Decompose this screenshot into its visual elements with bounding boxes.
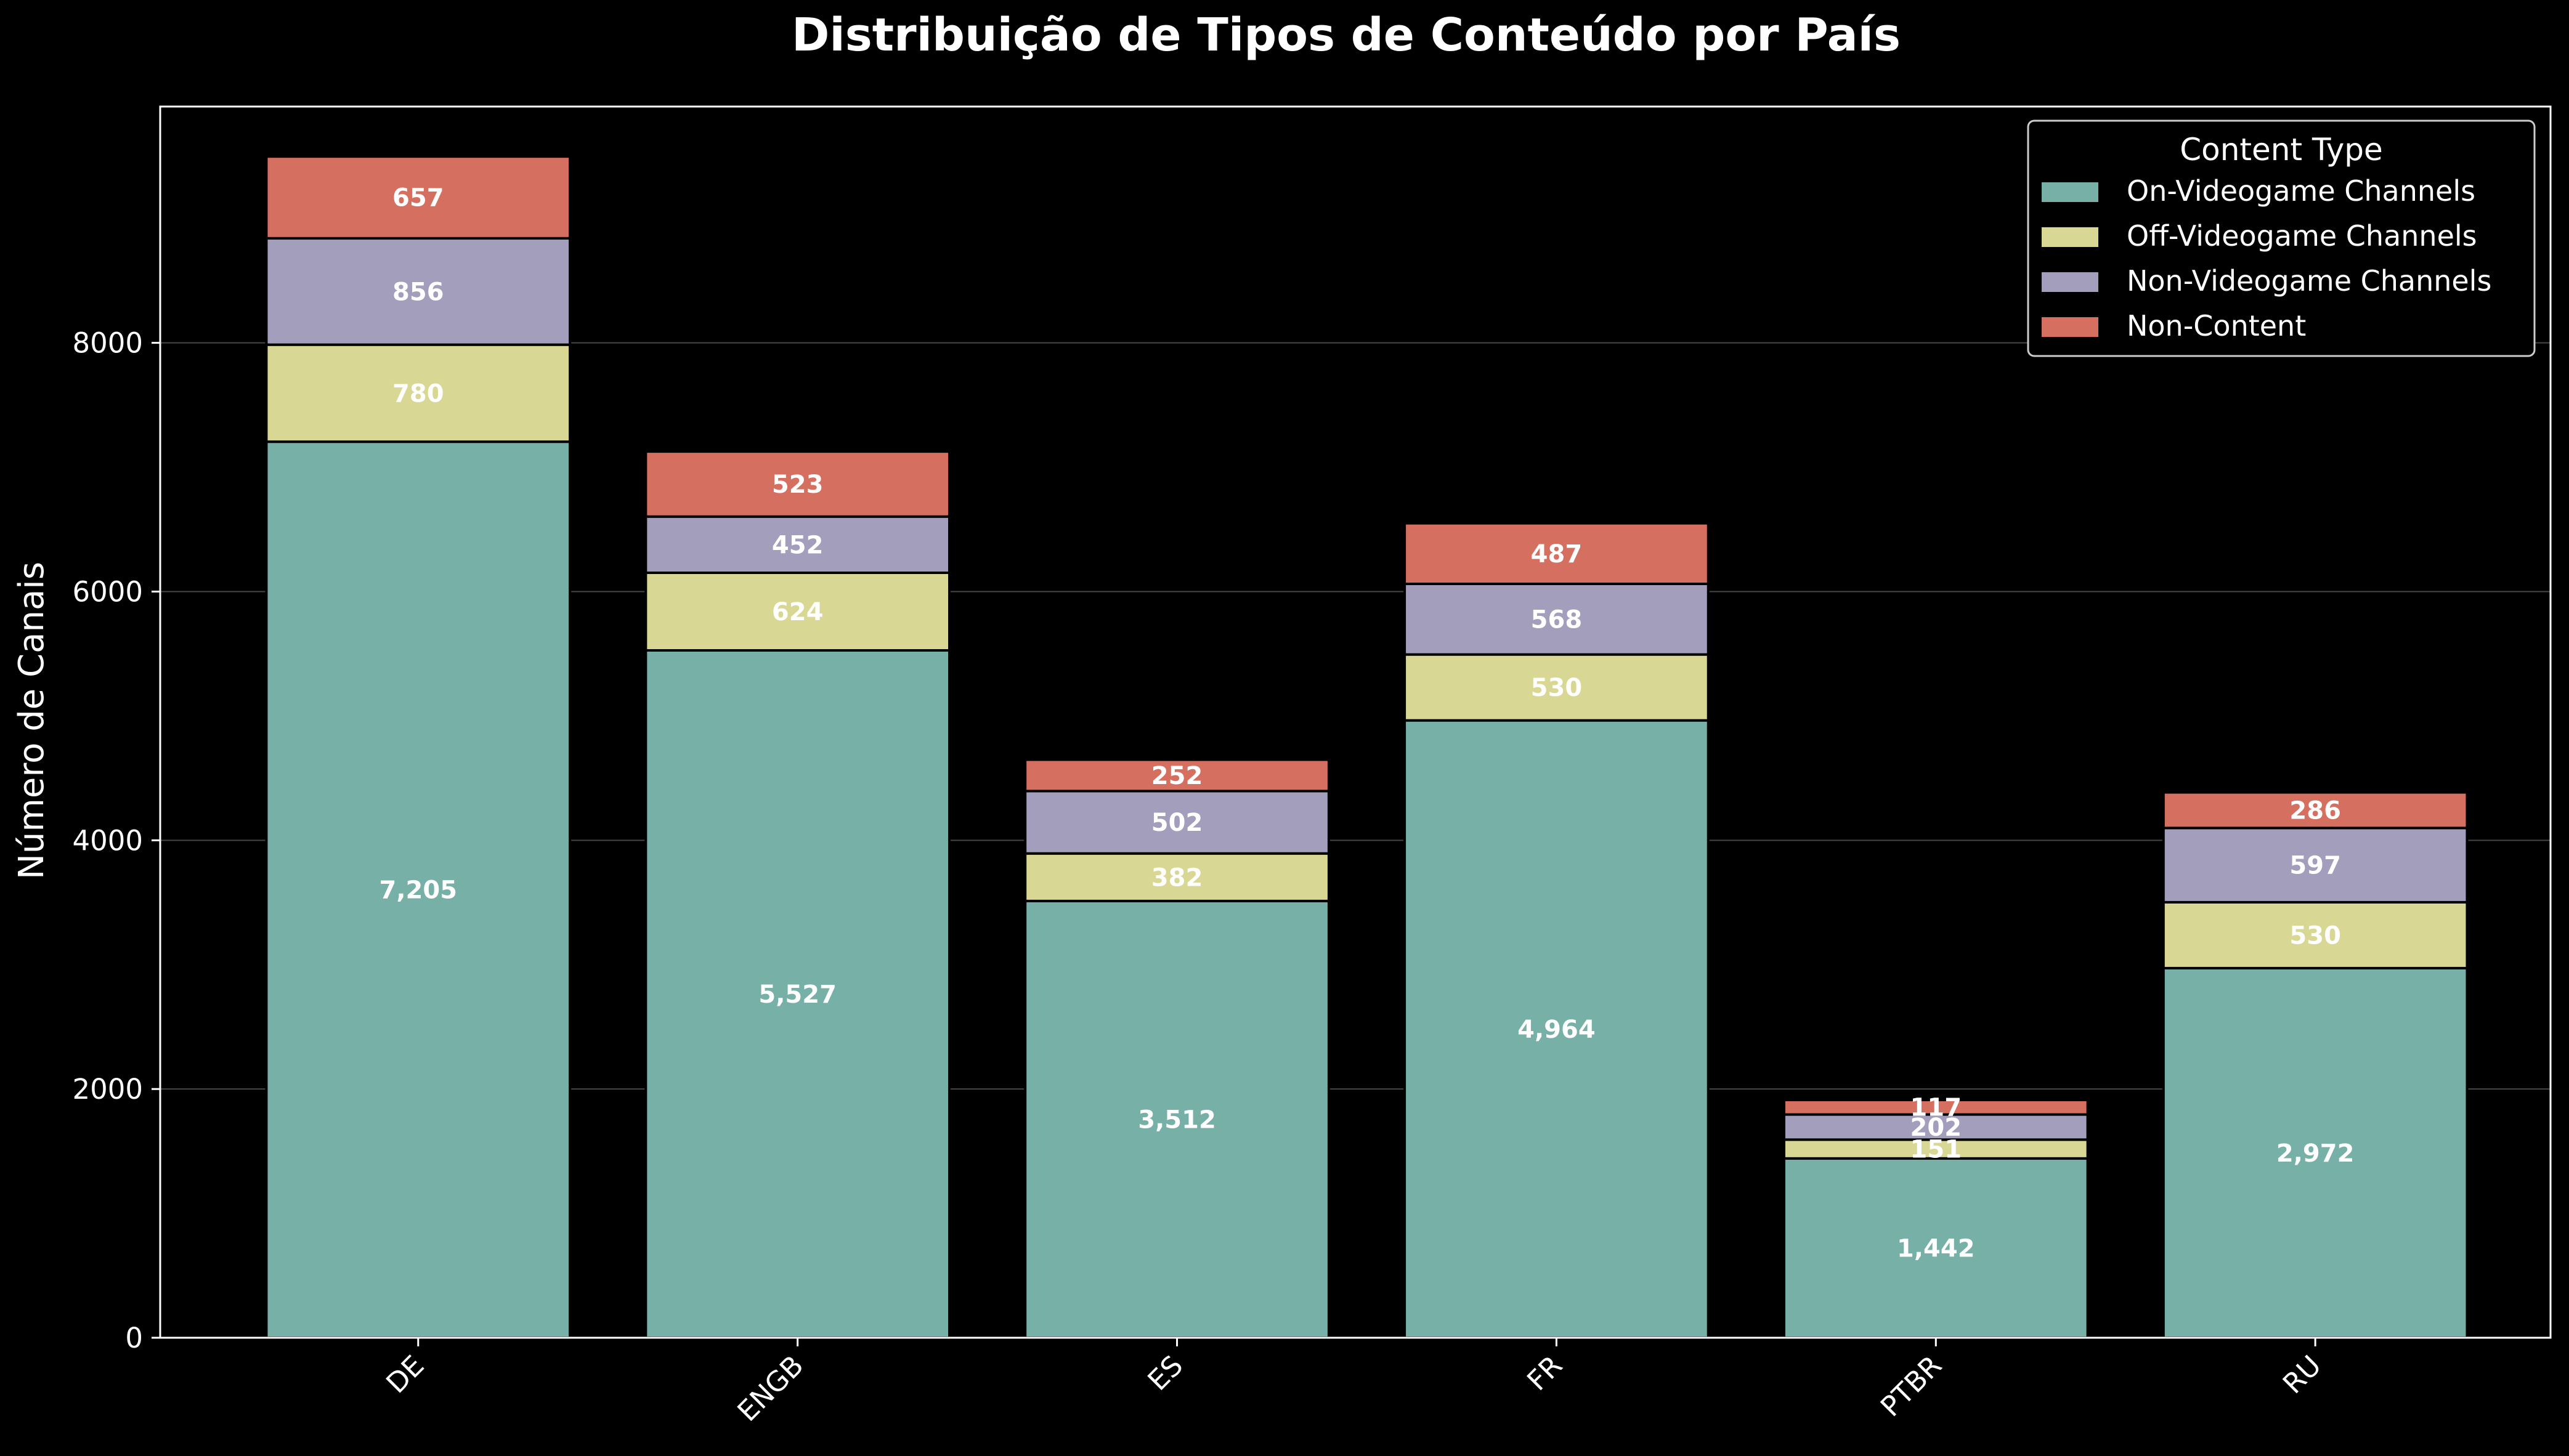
y-tick-label-0: 0 [125,1322,143,1354]
data-label-engb-non-videogame-channels: 452 [772,531,824,559]
data-label-engb-off-videogame-channels: 624 [772,598,824,626]
bar-de-non-content [265,155,572,240]
data-label-de-non-videogame-channels: 856 [392,278,444,306]
data-label-es-on-videogame-channels: 3,512 [1138,1106,1216,1134]
bar-es-non-content [1024,758,1330,793]
x-tick-label-ptbr: PTBR [1874,1349,1948,1423]
data-label-de-non-content: 657 [392,184,444,212]
data-label-ptbr-on-videogame-channels: 1,442 [1897,1234,1975,1263]
bar-fr-non-content [1403,522,1710,585]
bar-ptbr-on-videogame-channels [1782,1157,2089,1339]
bar-ru-off-videogame-channels [2162,900,2469,969]
legend-label-off-videogame-channels: Off-Videogame Channels [2127,219,2477,253]
data-label-engb-non-content: 523 [772,471,824,499]
legend-swatch-non-videogame-channels [2042,272,2098,292]
data-label-ptbr-off-videogame-channels: 151 [1910,1136,1962,1164]
data-label-engb-on-videogame-channels: 5,527 [758,981,837,1009]
bar-ru-non-content [2162,791,2469,830]
legend-label-non-videogame-channels: Non-Videogame Channels [2127,264,2491,297]
bar-ptbr-off-videogame-channels [1782,1138,2089,1160]
data-label-ptbr-non-content: 117 [1910,1094,1962,1122]
data-label-ru-non-videogame-channels: 597 [2289,852,2341,880]
legend-swatch-on-videogame-channels [2042,182,2098,202]
data-label-ru-on-videogame-channels: 2,972 [2276,1139,2355,1168]
data-label-fr-off-videogame-channels: 530 [1531,674,1583,702]
bar-de-on-videogame-channels [265,440,572,1339]
legend-label-non-content: Non-Content [2127,309,2306,342]
data-label-de-off-videogame-channels: 780 [392,379,444,408]
legend-label-on-videogame-channels: On-Videogame Channels [2127,174,2475,208]
bar-es-on-videogame-channels [1024,899,1330,1339]
bar-fr-non-videogame-channels [1403,582,1710,656]
data-label-ru-non-content: 286 [2289,796,2341,825]
bar-engb-off-videogame-channels [644,571,951,652]
y-tick-label-6000: 6000 [72,575,143,608]
axes-frame [159,105,2552,1339]
legend-title: Content Type [2180,132,2383,168]
legend-box [2027,119,2536,357]
segment-labels: 7,205 780 856 657 5,527 624 452 523 3,512 382 502 2… [379,184,2355,1263]
bar-ptbr-non-content [1782,1098,2089,1116]
data-label-fr-on-videogame-channels: 4,964 [1517,1016,1596,1044]
bars-layer [265,155,2469,1339]
x-tick-label-fr: FR [1520,1349,1569,1397]
y-tick-label-2000: 2000 [72,1073,143,1106]
data-label-es-non-videogame-channels: 502 [1151,809,1203,837]
x-tick-label-engb: ENGB [731,1349,810,1428]
legend-swatch-non-content [2042,317,2098,337]
bar-ru-non-videogame-channels [2162,827,2469,904]
bar-de-off-videogame-channels [265,343,572,443]
x-tick-label-de: DE [379,1349,430,1399]
data-label-fr-non-content: 487 [1531,540,1583,568]
data-label-fr-non-videogame-channels: 568 [1531,605,1583,634]
x-tick-label-es: ES [1142,1349,1190,1397]
data-label-es-non-content: 252 [1151,762,1203,790]
y-tick-label-4000: 4000 [72,824,143,857]
legend: Content Type On-Videogame Channels Off-Vid… [2027,119,2536,357]
bar-ptbr-non-videogame-channels [1782,1113,2089,1141]
data-label-de-on-videogame-channels: 7,205 [379,876,458,905]
bar-es-non-videogame-channels [1024,790,1330,855]
bar-ru-on-videogame-channels [2162,966,2469,1339]
chart-title: Distribuição de Tipos de Conteúdo por Pa… [792,9,1901,62]
y-tick-label-8000: 8000 [72,327,143,360]
bar-engb-on-videogame-channels [644,649,951,1339]
data-label-es-off-videogame-channels: 382 [1151,863,1203,892]
bar-engb-non-content [644,450,951,518]
bar-engb-non-videogame-channels [644,515,951,574]
x-tick-label-ru: RU [2276,1349,2328,1400]
legend-swatch-off-videogame-channels [2042,227,2098,247]
bar-de-non-videogame-channels [265,237,572,346]
data-label-ru-off-videogame-channels: 530 [2289,921,2341,950]
data-label-ptbr-non-videogame-channels: 202 [1910,1114,1962,1142]
y-axis-label: Número de Canais [12,562,52,880]
